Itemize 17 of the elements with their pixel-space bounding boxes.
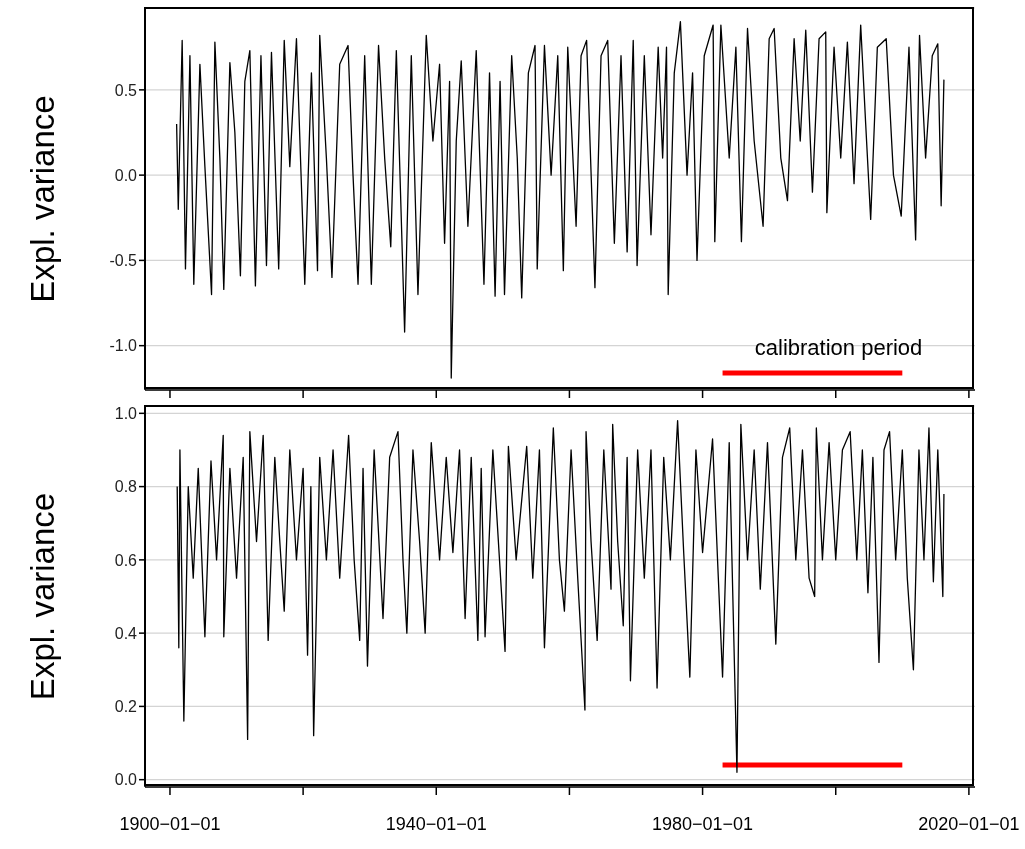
y-tick-label: -1.0 <box>109 337 138 355</box>
y-tick-label: 0.0 <box>114 166 138 184</box>
x-tick-label: 1900−01−01 <box>119 813 221 834</box>
y-tick-label: 0.8 <box>114 478 138 496</box>
y-axis-title: Expl. variance <box>23 492 61 701</box>
y-axis-title: Expl. variance <box>23 95 61 303</box>
y-tick-label: 0.4 <box>114 624 138 642</box>
y-tick-label: 0.0 <box>114 771 138 789</box>
y-tick-label: 0.2 <box>114 698 138 716</box>
x-tick-label: 1980−01−01 <box>652 813 754 834</box>
y-tick-label: 1.0 <box>114 405 138 423</box>
x-tick-label: 1940−01−01 <box>385 813 487 834</box>
y-tick-label: 0.5 <box>114 81 138 99</box>
series-label: calibration period <box>754 334 923 360</box>
y-tick-label: -0.5 <box>109 252 138 270</box>
x-tick-label: 2020−01−01 <box>918 813 1020 834</box>
y-tick-label: 0.6 <box>114 551 138 569</box>
